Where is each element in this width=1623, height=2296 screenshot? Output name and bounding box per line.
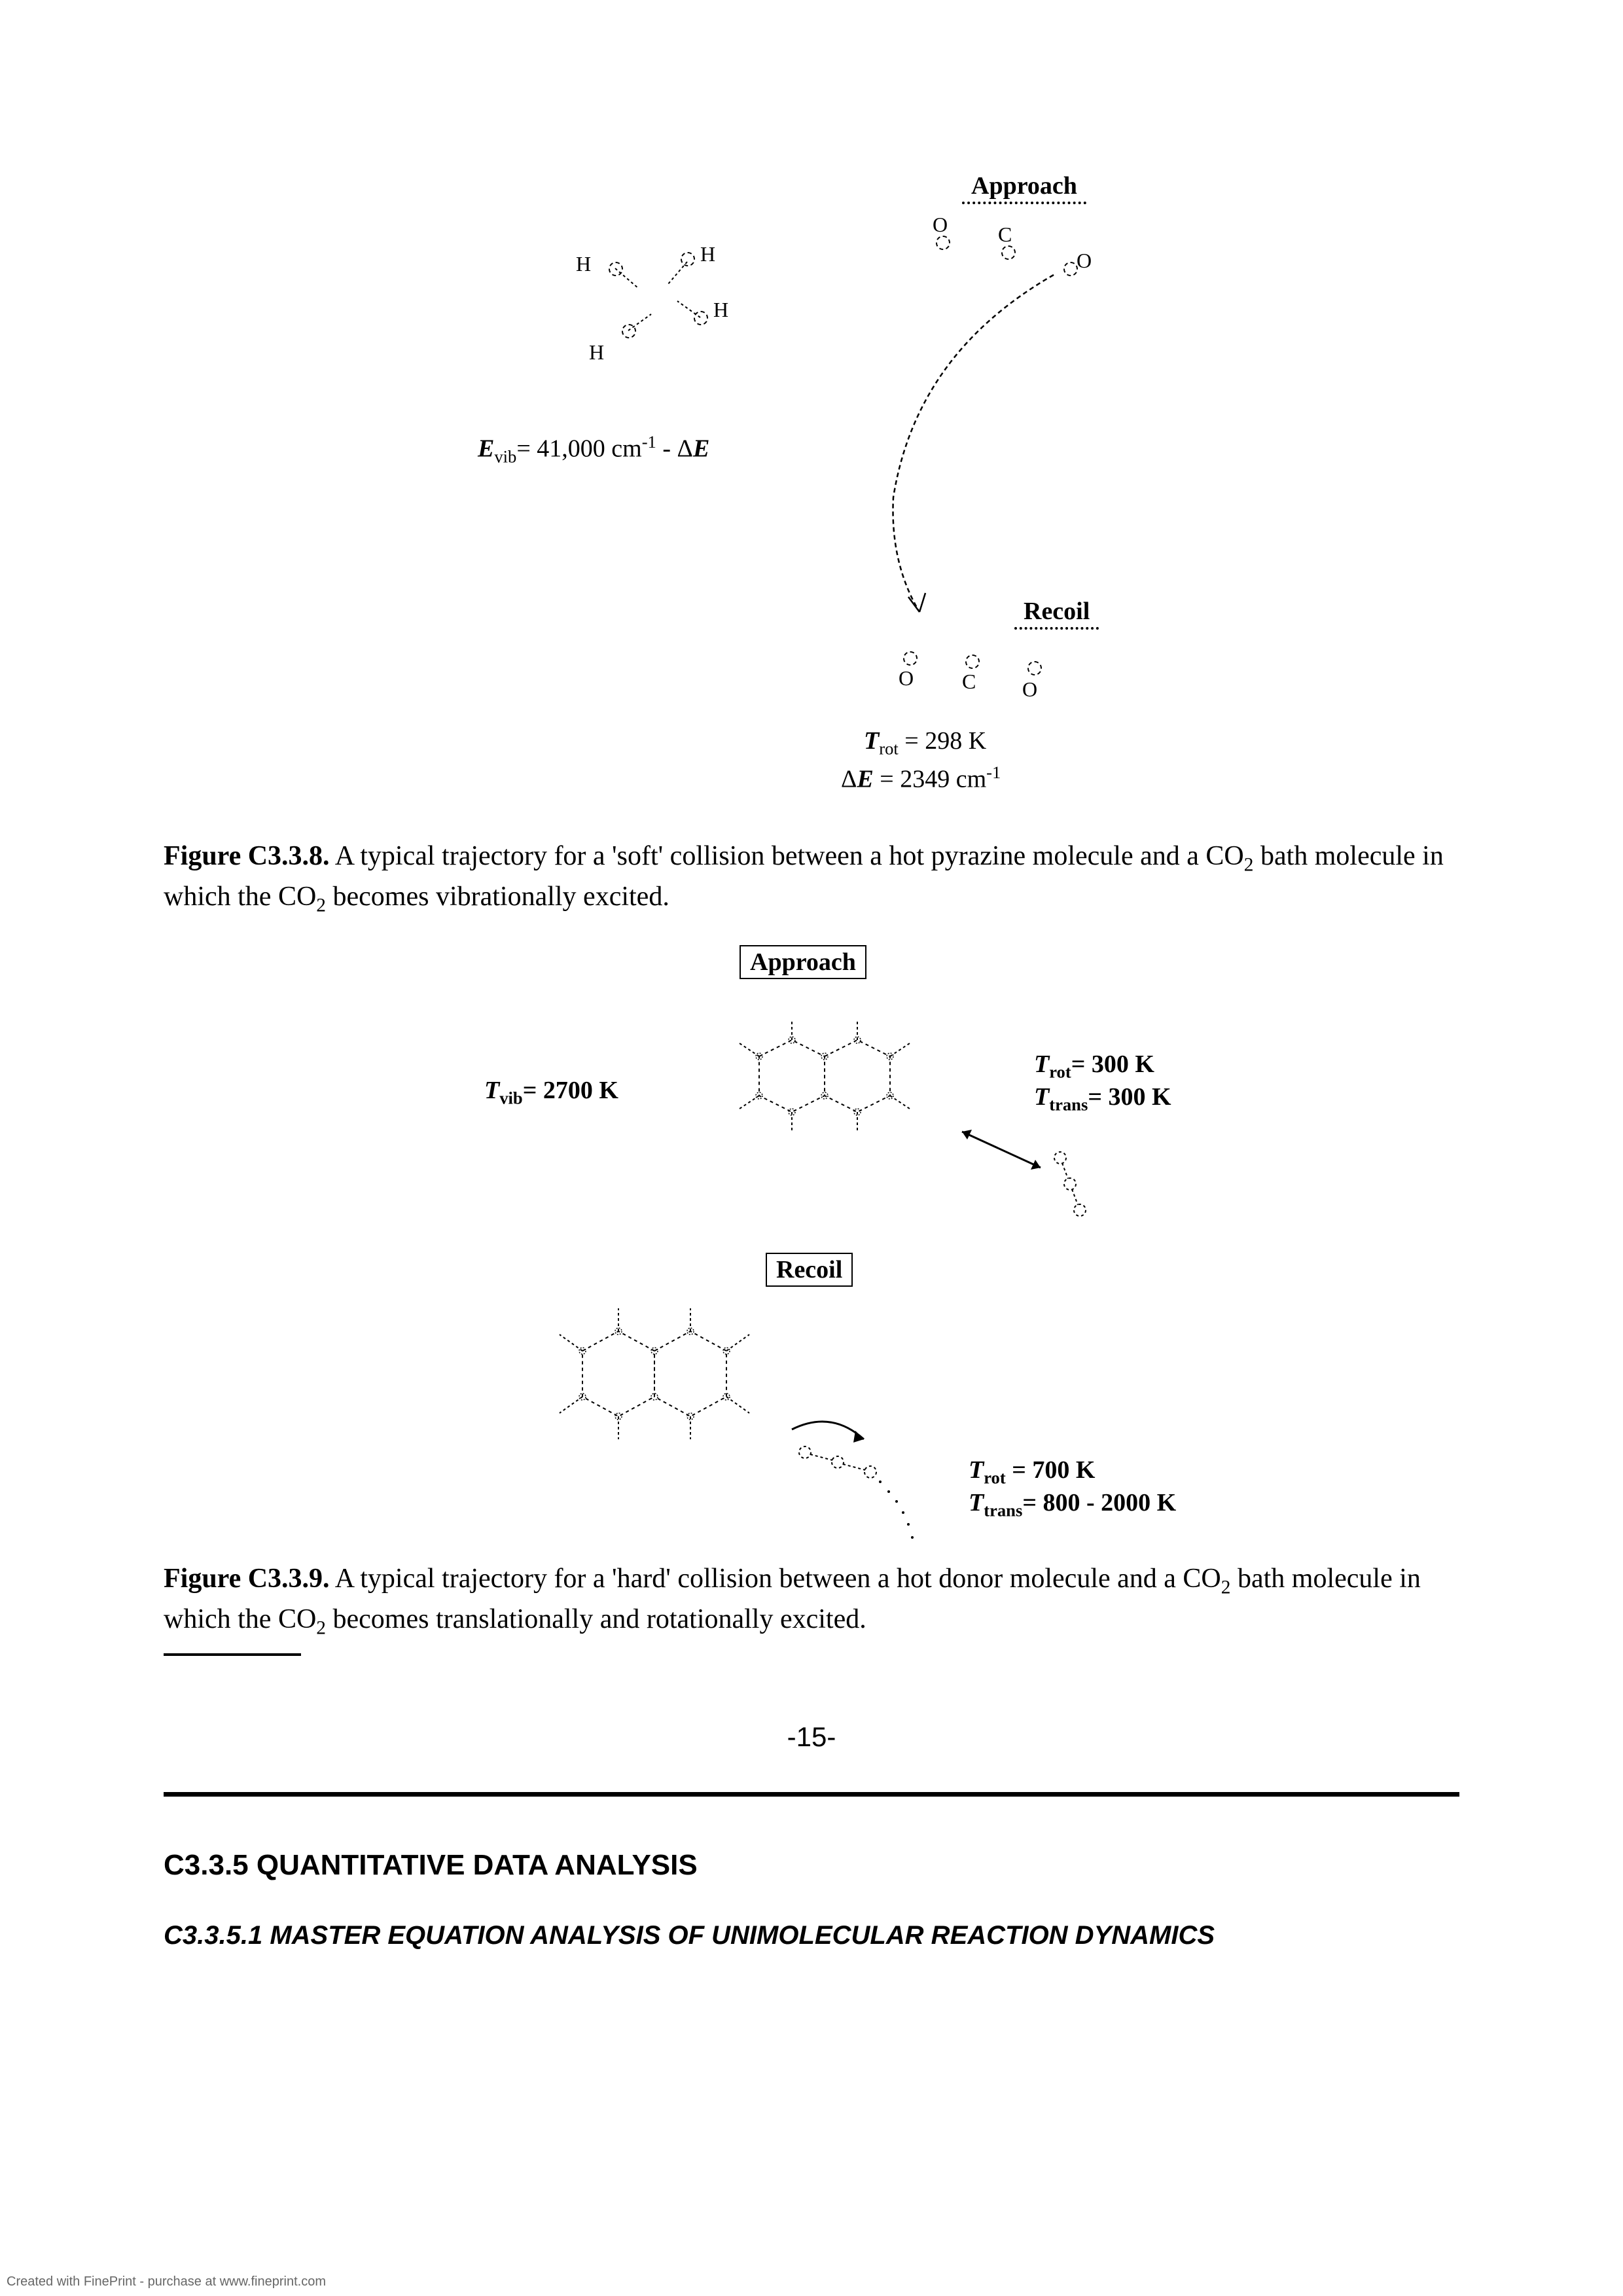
figure-c3-3-9: Approach Recoil Tvib= 2700 K Trot= 300 K… (164, 945, 1459, 1547)
fig2-trot-top-annotation: Trot= 300 K (1034, 1050, 1154, 1083)
fig1-trot-annotation: Trot = 298 K (864, 726, 986, 759)
caption-sub: 2 (1221, 1577, 1231, 1598)
fig2-ttrans-top-annotation: Ttrans= 300 K (1034, 1083, 1171, 1115)
fig2-tvib-annotation: Tvib= 2700 K (484, 1076, 618, 1109)
caption-text: becomes translationally and rotationally… (326, 1604, 866, 1634)
fig1-approach-label: Approach (962, 170, 1086, 204)
section-divider (164, 1792, 1459, 1797)
footer-note: Created with FinePrint - purchase at www… (7, 2274, 326, 2289)
fig2-ttrans-bot-annotation: Ttrans= 800 - 2000 K (969, 1488, 1176, 1521)
figure-c3-3-8: Approach Recoil H H H H O C O (164, 170, 1459, 825)
caption-sub: 2 (316, 1618, 326, 1639)
caption-bold: Figure C3.3.8. (164, 841, 330, 871)
atom-label-o: O (1022, 677, 1037, 702)
page: Approach Recoil H H H H O C O (0, 0, 1623, 2296)
caption-text: becomes vibrationally excited. (326, 882, 669, 912)
fig1-bond-lines (602, 255, 733, 360)
fig1-trajectory-curve (857, 255, 1119, 648)
fig1-evib-annotation: Evib= 41,000 cm-1 - ΔE (478, 432, 709, 467)
fig2-recoil-label: Recoil (766, 1253, 853, 1287)
fig2-donor-upper (681, 1011, 955, 1207)
atom-label-o: O (899, 666, 914, 691)
atom-scatter (1027, 661, 1042, 675)
atom-label-c: C (962, 670, 976, 694)
section-heading: C3.3.5 QUANTITATIVE DATA ANALYSIS (164, 1849, 1459, 1882)
fig1-de-annotation: ΔE = 2349 cm-1 (841, 762, 1001, 794)
atom-label-o: O (933, 213, 948, 237)
fig2-trot-bot-annotation: Trot = 700 K (969, 1456, 1095, 1488)
caption-underline (164, 1653, 301, 1656)
fig2-approach-label: Approach (740, 945, 866, 979)
page-number: -15- (164, 1721, 1459, 1753)
atom-scatter (903, 651, 918, 666)
atom-scatter (936, 236, 950, 250)
caption-text: A typical trajectory for a 'soft' collis… (330, 841, 1244, 871)
figure-c3-3-8-caption: Figure C3.3.8. A typical trajectory for … (164, 838, 1459, 919)
atom-label-c: C (998, 223, 1012, 247)
caption-sub: 2 (316, 895, 326, 916)
fig2-co2-lower (759, 1403, 982, 1573)
subsection-heading: C3.3.5.1 MASTER EQUATION ANALYSIS OF UNI… (164, 1921, 1459, 1950)
fig2-co2-upper (949, 1112, 1119, 1230)
atom-label-h: H (576, 252, 591, 276)
atom-scatter (965, 655, 980, 669)
caption-sub: 2 (1244, 854, 1254, 875)
caption-bold: Figure C3.3.9. (164, 1564, 330, 1594)
